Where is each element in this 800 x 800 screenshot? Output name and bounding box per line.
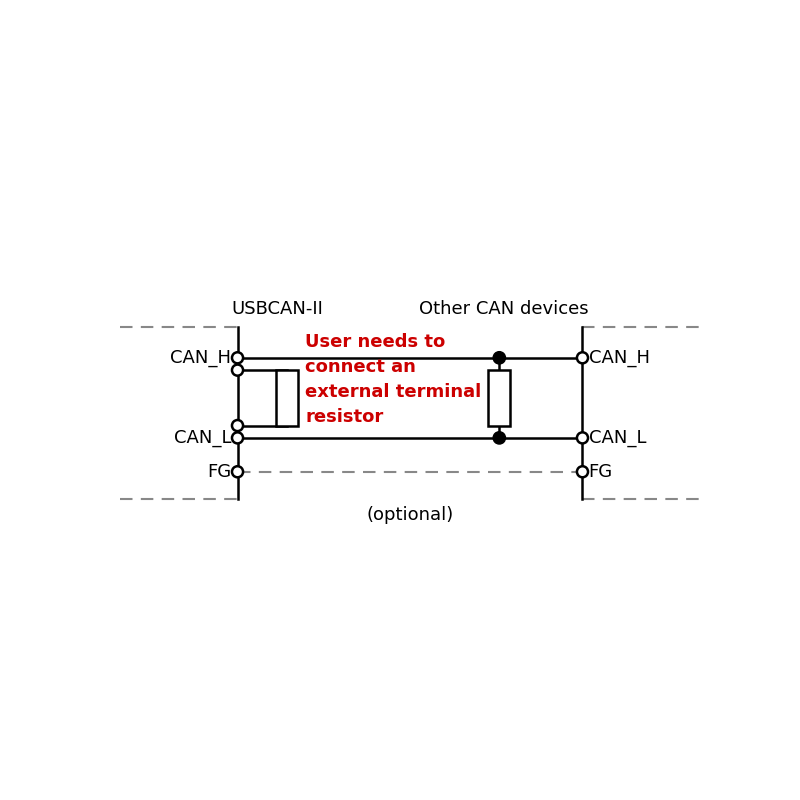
Circle shape bbox=[232, 466, 243, 478]
Circle shape bbox=[493, 432, 506, 444]
Text: (optional): (optional) bbox=[366, 506, 454, 524]
Text: CAN_H: CAN_H bbox=[170, 349, 231, 366]
Text: User needs to
connect an
external terminal
resistor: User needs to connect an external termin… bbox=[306, 333, 482, 426]
Bar bbox=[488, 370, 510, 426]
Text: Other CAN devices: Other CAN devices bbox=[419, 300, 589, 318]
Circle shape bbox=[232, 365, 243, 376]
Circle shape bbox=[577, 352, 588, 363]
Circle shape bbox=[493, 352, 506, 364]
Circle shape bbox=[577, 466, 588, 478]
Bar bbox=[276, 370, 298, 426]
Circle shape bbox=[232, 420, 243, 431]
Text: CAN_H: CAN_H bbox=[589, 349, 650, 366]
Circle shape bbox=[577, 432, 588, 443]
Text: FG: FG bbox=[207, 462, 231, 481]
Text: CAN_L: CAN_L bbox=[174, 429, 231, 447]
Text: FG: FG bbox=[589, 462, 613, 481]
Text: USBCAN-II: USBCAN-II bbox=[231, 300, 323, 318]
Text: CAN_L: CAN_L bbox=[589, 429, 646, 447]
Circle shape bbox=[232, 352, 243, 363]
Circle shape bbox=[232, 432, 243, 443]
